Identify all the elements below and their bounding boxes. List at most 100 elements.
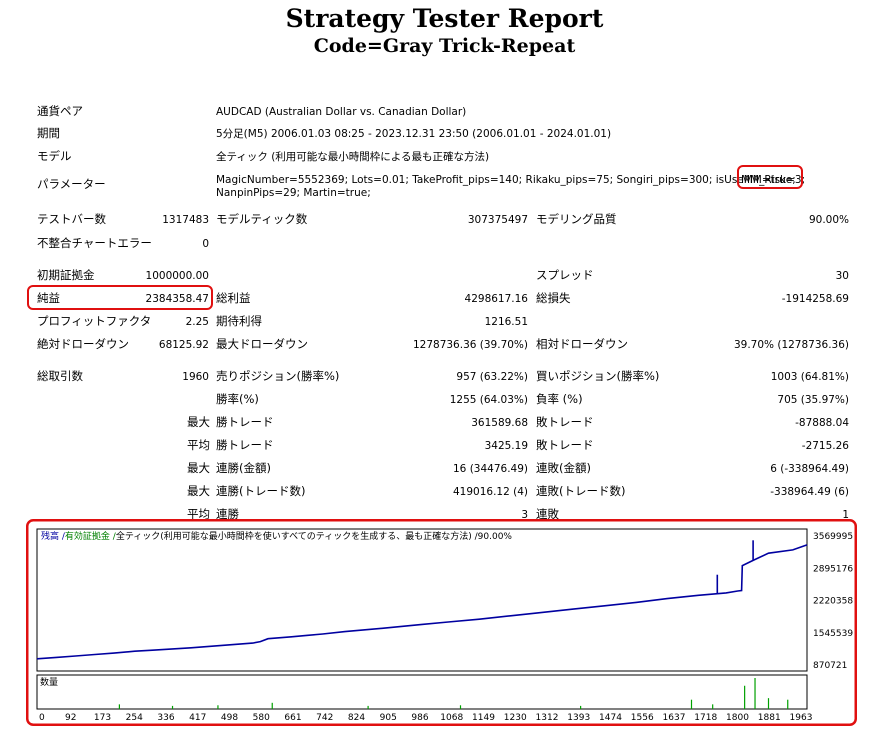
expected-payoff-value: 1216.51 (484, 316, 528, 328)
avg-cons-loss-value: 1 (842, 509, 849, 521)
model-value: 全ティック (利用可能な最小時間枠による最も正確な方法) (216, 151, 490, 163)
period-label: 期間 (37, 126, 60, 140)
model-label: モデル (37, 149, 72, 163)
x-tick-label: 336 (157, 713, 174, 723)
params-highlight: MM_Risk=3; (741, 174, 806, 186)
net-profit-label: 純益 (37, 291, 60, 305)
cons-loss-count-value: -338964.49 (6) (770, 486, 849, 498)
x-tick-label: 1800 (726, 713, 749, 723)
y-tick-label: 2220358 (813, 597, 853, 607)
chart-legend-0: 残高 / (41, 530, 66, 542)
profit-factor-value: 2.25 (185, 316, 209, 328)
volume-label: 数量 (40, 676, 58, 688)
y-tick-label: 2895176 (813, 564, 853, 574)
x-tick-label: 1149 (472, 713, 495, 723)
spread-label: スプレッド (536, 268, 594, 282)
bars-label: テストバー数 (37, 212, 106, 226)
cons-loss-amount-value: 6 (-338964.49) (770, 463, 849, 475)
y-tick-label: 870721 (813, 661, 847, 671)
avg-win-value: 3425.19 (484, 440, 528, 452)
max-loss-label: 敗トレード (536, 415, 594, 429)
expected-payoff-label: 期待利得 (216, 314, 262, 328)
gross-loss-label: 総損失 (536, 291, 571, 305)
max-drawdown-label: 最大ドローダウン (216, 337, 308, 351)
x-tick-label: 1474 (599, 713, 622, 723)
mm-risk-highlight-box (737, 165, 803, 189)
deposit-label: 初期証拠金 (37, 268, 95, 282)
main-plot-area (36, 528, 808, 672)
cons-win-count-value: 419016.12 (4) (453, 486, 528, 498)
x-tick-label: 1637 (663, 713, 686, 723)
max-prefix-2: 最大 (187, 461, 210, 475)
quality-label: モデリング品質 (536, 212, 617, 226)
x-tick-label: 92 (65, 713, 76, 723)
ticks-value: 307375497 (467, 214, 528, 226)
max-prefix-1: 最大 (187, 415, 210, 429)
balance-chart: 残高 / 有効証拠金 / 全ティック(利用可能な最小時間枠を使いすべてのティック… (26, 519, 857, 726)
gross-loss-value: -1914258.69 (781, 293, 849, 305)
x-tick-label: 1718 (694, 713, 717, 723)
gross-profit-value: 4298617.16 (464, 293, 528, 305)
chart-highlight-box (26, 519, 857, 726)
period-value: 5分足(M5) 2006.01.03 08:25 - 2023.12.31 23… (216, 128, 612, 140)
report-subtitle: Code=Gray Trick-Repeat (313, 35, 576, 57)
cons-win-amount-label: 連勝(金額) (216, 461, 271, 475)
chart-legend-3: 90.00% (478, 532, 513, 542)
x-tick-label: 1068 (440, 713, 463, 723)
x-tick-label: 580 (253, 713, 270, 723)
x-tick-label: 661 (284, 713, 301, 723)
ticks-label: モデルティック数 (216, 212, 308, 226)
params-line-1: MagicNumber=5552369; Lots=0.01; TakeProf… (216, 174, 796, 186)
avg-prefix-2: 平均 (187, 507, 210, 521)
balance-series-line (36, 544, 808, 660)
x-tick-label: 1556 (631, 713, 654, 723)
max-loss-value: -87888.04 (795, 417, 849, 429)
x-tick-label: 0 (39, 713, 45, 723)
chart-legend-1: 有効証拠金 / (65, 530, 117, 542)
loss-rate-value: 705 (35.97%) (777, 394, 849, 406)
mismatch-label: 不整合チャートエラー (37, 236, 152, 250)
x-tick-label: 498 (221, 713, 238, 723)
x-tick-label: 1230 (504, 713, 527, 723)
total-trades-value: 1960 (182, 371, 209, 383)
report-title: Strategy Tester Report (285, 4, 604, 33)
x-tick-label: 417 (189, 713, 206, 723)
avg-cons-win-label: 連勝 (216, 507, 239, 521)
avg-win-label: 勝トレード (216, 438, 274, 452)
mismatch-value: 0 (202, 238, 209, 250)
max-prefix-3: 最大 (187, 484, 210, 498)
max-win-value: 361589.68 (471, 417, 528, 429)
volume-plot-area (36, 674, 808, 710)
params-label: パラメーター (37, 177, 106, 191)
cons-loss-count-label: 連敗(トレード数) (536, 484, 626, 498)
x-tick-label: 254 (126, 713, 143, 723)
avg-cons-win-value: 3 (521, 509, 528, 521)
win-rate-value: 1255 (64.03%) (449, 394, 528, 406)
abs-drawdown-label: 絶対ドローダウン (37, 337, 129, 351)
avg-cons-loss-label: 連敗 (536, 507, 559, 521)
params-line-2: NanpinPips=29; Martin=true; (216, 187, 371, 199)
cons-win-amount-value: 16 (34476.49) (453, 463, 528, 475)
abs-drawdown-value: 68125.92 (158, 339, 209, 351)
y-tick-label: 1545539 (813, 629, 853, 639)
deposit-value: 1000000.00 (145, 270, 209, 282)
symbol-value: AUDCAD (Australian Dollar vs. Canadian D… (216, 106, 467, 118)
x-tick-label: 742 (316, 713, 333, 723)
net-profit-highlight-box (27, 285, 213, 310)
gross-profit-label: 総利益 (216, 291, 251, 305)
avg-loss-label: 敗トレード (536, 438, 594, 452)
x-tick-label: 1393 (567, 713, 590, 723)
avg-loss-value: -2715.26 (801, 440, 849, 452)
cons-loss-amount-label: 連敗(金額) (536, 461, 591, 475)
profit-factor-label: プロフィットファクタ (37, 314, 152, 328)
max-drawdown-value: 1278736.36 (39.70%) (412, 339, 528, 351)
long-positions-value: 1003 (64.81%) (770, 371, 849, 383)
symbol-label: 通貨ペア (37, 104, 83, 118)
x-tick-label: 824 (348, 713, 365, 723)
max-win-label: 勝トレード (216, 415, 274, 429)
y-tick-label: 3569995 (813, 532, 853, 542)
quality-value: 90.00% (808, 214, 849, 226)
loss-rate-label: 負率 (%) (536, 392, 583, 406)
short-positions-label: 売りポジション(勝率%) (216, 369, 340, 383)
net-profit-value: 2384358.47 (145, 293, 209, 305)
